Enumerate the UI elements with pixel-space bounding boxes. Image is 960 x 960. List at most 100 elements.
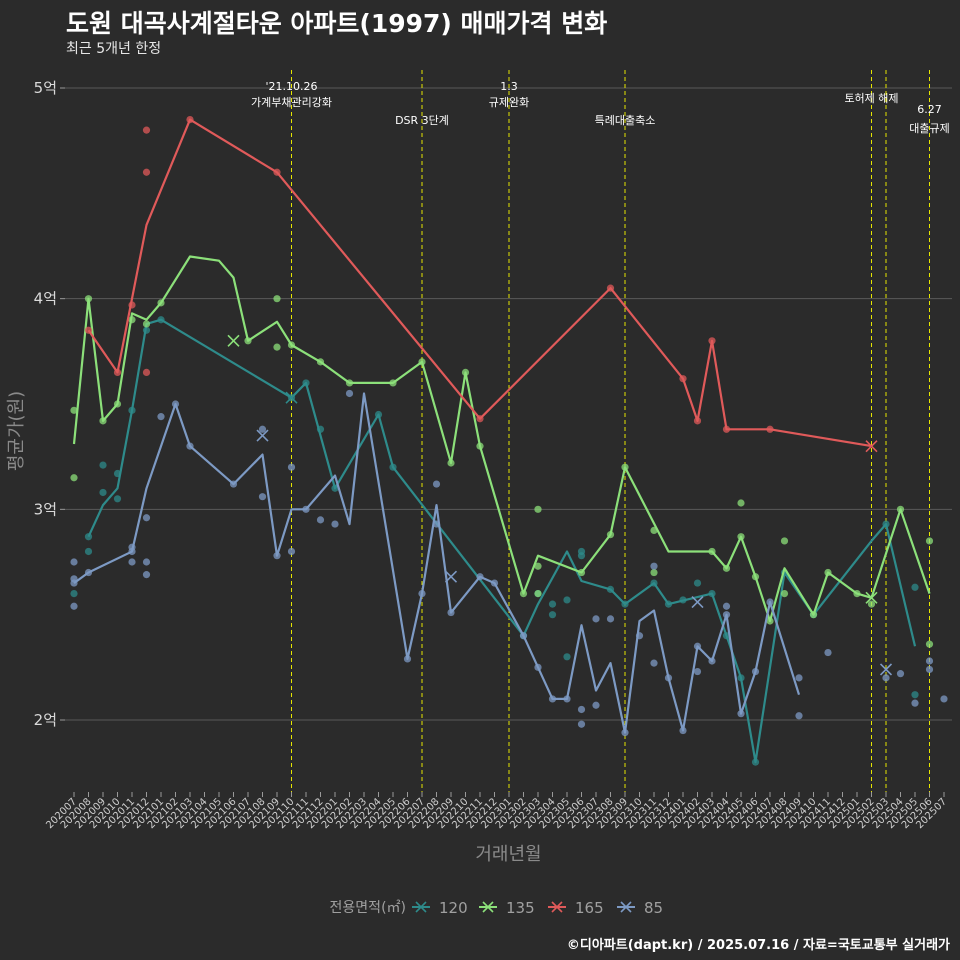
y-tick-label: 2억: [34, 711, 57, 729]
data-point: [940, 695, 948, 703]
data-point: [795, 712, 803, 720]
x-marker: [865, 440, 878, 453]
data-point: [142, 368, 151, 376]
x-marker: [285, 391, 298, 404]
legend-swatch-x: [482, 901, 494, 913]
data-point: [548, 600, 557, 608]
data-point: [142, 126, 151, 134]
data-point: [84, 547, 93, 556]
data-point: [70, 602, 78, 610]
data-point: [737, 499, 745, 507]
data-point: [925, 657, 934, 665]
data-point: [925, 537, 934, 545]
legend-title: 전용면적(㎡): [330, 900, 406, 916]
event-label: 토허제 해제: [844, 91, 898, 105]
data-point: [316, 516, 325, 524]
data-point: [157, 413, 165, 421]
data-point: [780, 590, 789, 598]
data-point: [911, 691, 919, 699]
legend-label: 85: [644, 899, 663, 917]
y-tick-label: 4억: [34, 290, 57, 308]
data-point: [273, 343, 281, 351]
legend-swatch-x: [415, 901, 427, 913]
event-label: '21.10.26: [265, 80, 317, 93]
data-point: [142, 558, 151, 566]
legend-swatch-x: [551, 901, 563, 913]
data-point: [142, 571, 151, 579]
x-marker: [879, 663, 893, 676]
event-label: 규제완화: [489, 96, 529, 109]
data-point: [258, 493, 267, 501]
data-point: [911, 583, 919, 591]
data-point: [693, 667, 702, 676]
data-point: [534, 505, 542, 513]
series-line: [87, 318, 917, 764]
legend-label: 120: [439, 899, 468, 917]
chart-subtitle: 최근 5개년 한정: [66, 41, 162, 57]
legend-label: 165: [575, 899, 604, 917]
data-point: [780, 537, 789, 545]
data-point: [722, 602, 731, 610]
data-point: [70, 590, 78, 598]
data-point: [925, 640, 934, 648]
data-point: [113, 495, 122, 503]
x-marker: [227, 334, 240, 347]
data-point: [142, 168, 151, 176]
data-point: [258, 425, 267, 433]
event-label: DSR 3단계: [395, 114, 449, 127]
data-point: [882, 674, 890, 682]
data-point: [534, 562, 542, 570]
data-point: [911, 699, 919, 707]
event-label: 6.27: [917, 103, 942, 116]
x-marker: [865, 591, 878, 604]
event-label: 특례대출축소: [595, 114, 656, 127]
event-label: 대출규제: [909, 122, 949, 135]
data-point: [650, 562, 658, 570]
legend-swatch-x: [620, 901, 632, 913]
x-marker: [444, 570, 458, 583]
data-point: [432, 480, 441, 488]
data-point: [128, 558, 136, 566]
data-point: [577, 547, 586, 556]
series-line: [73, 392, 801, 734]
x-axis-label: 거래년월: [475, 844, 541, 865]
legend-label: 135: [506, 899, 535, 917]
data-point: [273, 295, 281, 303]
data-point: [142, 320, 151, 328]
series-line: [72, 255, 931, 623]
event-label: 1.3: [500, 80, 518, 93]
data-point: [287, 547, 296, 556]
data-point: [99, 488, 107, 497]
data-point: [331, 520, 339, 528]
data-point: [345, 389, 354, 398]
data-point: [925, 665, 934, 674]
data-point: [592, 615, 600, 623]
data-point: [592, 701, 600, 709]
data-point: [650, 659, 658, 667]
data-point: [70, 474, 78, 482]
data-point: [867, 600, 876, 608]
data-point: [577, 705, 586, 714]
data-point: [693, 579, 702, 587]
data-point: [563, 596, 571, 604]
chart-caption: ©디아파트(dapt.kr) / 2025.07.16 / 자료=국토교통부 실…: [566, 938, 950, 953]
y-tick-label: 5억: [34, 79, 57, 97]
data-point: [99, 461, 107, 469]
event-label: 가계부채관리강화: [251, 96, 332, 109]
data-point: [70, 558, 78, 566]
data-point: [650, 568, 658, 577]
series-line: [87, 118, 872, 448]
data-point: [563, 653, 571, 661]
data-point: [70, 406, 78, 414]
data-point: [606, 615, 615, 623]
data-point: [287, 463, 296, 471]
chart-title: 도원 대곡사계절타운 아파트(1997) 매매가격 변화: [66, 9, 608, 38]
x-marker: [691, 595, 704, 609]
data-point: [577, 720, 586, 728]
data-point: [896, 670, 905, 678]
data-point: [795, 674, 803, 682]
x-marker: [256, 429, 269, 442]
data-point: [142, 514, 151, 522]
